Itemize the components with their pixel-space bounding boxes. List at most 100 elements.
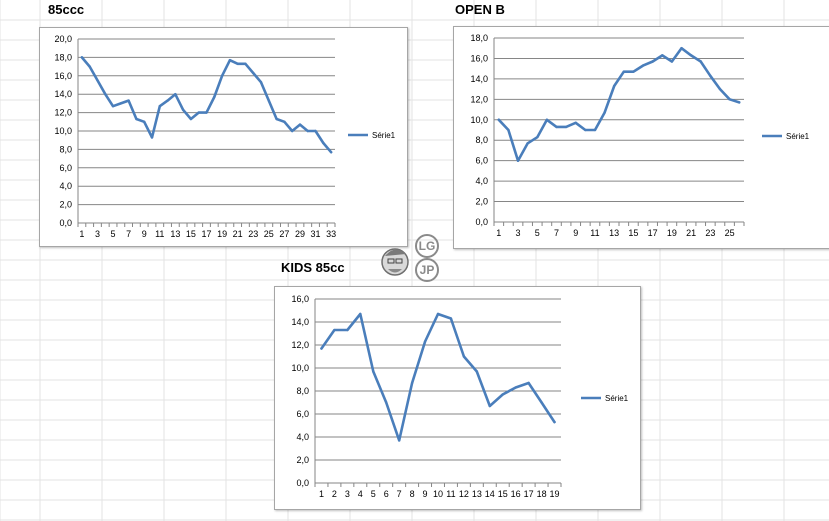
- data-point: [410, 381, 414, 385]
- data-point: [228, 58, 232, 62]
- data-point: [88, 65, 91, 68]
- data-point: [205, 111, 208, 114]
- logo-text-bottom: JP: [420, 263, 435, 277]
- data-point: [574, 121, 577, 125]
- x-tick-label: 3: [95, 229, 100, 239]
- x-tick-label: 7: [126, 229, 131, 239]
- x-tick-label: 23: [248, 229, 258, 239]
- data-point: [728, 98, 731, 101]
- chart-open-b-plot: 0,02,04,06,08,010,012,014,016,018,01 3 5 7 9…: [470, 33, 810, 238]
- data-point: [181, 108, 185, 112]
- lgjp-logo: LG JP: [381, 234, 439, 282]
- y-tick-label: 0,0: [59, 218, 72, 228]
- x-tick-label: 12: [459, 489, 469, 499]
- chart-open-b[interactable]: 0,0 2,0 4,0 6,0 8,0 10,0 12,0 14,0 16,0 18,0 1 3 5 7 9…: [453, 26, 829, 249]
- x-tick-label: 3: [345, 489, 350, 499]
- data-point: [622, 70, 626, 73]
- y-tick-label: 8,0: [475, 135, 488, 145]
- x-tick-label: 7: [397, 489, 402, 499]
- data-point: [670, 60, 674, 63]
- chart-85ccc[interactable]: 0,0 2,0 4,0 6,0 8,0 10,0 12,0 14,0 16,0 18,0 20,0 1…: [39, 27, 408, 247]
- x-tick-label: 25: [264, 229, 274, 239]
- x-tick-label: 19: [217, 229, 227, 239]
- data-point: [507, 128, 510, 132]
- logo-text-top: LG: [419, 239, 436, 253]
- data-point: [333, 328, 336, 332]
- data-point: [127, 99, 130, 102]
- series-line-kids-85cc: [320, 312, 556, 442]
- data-point: [555, 125, 558, 129]
- y-tick-label: 6,0: [296, 409, 309, 419]
- data-point: [306, 129, 309, 133]
- x-tick-label: 13: [609, 228, 619, 238]
- x-tick-label: 19: [550, 489, 560, 499]
- data-point: [584, 128, 587, 132]
- data-point: [651, 60, 654, 63]
- legend-label: Série1: [605, 394, 629, 403]
- data-point: [252, 71, 255, 75]
- data-point: [632, 70, 635, 73]
- x-tick-label: 5: [371, 489, 376, 499]
- data-point: [220, 74, 224, 77]
- y-tick-label: 12,0: [470, 94, 488, 104]
- series-line-85ccc: [80, 56, 333, 154]
- data-point: [449, 317, 453, 320]
- y-tick-label: 14,0: [291, 317, 309, 327]
- data-point: [689, 54, 693, 57]
- data-point: [397, 439, 401, 442]
- x-tick-label: 13: [170, 229, 180, 239]
- x-tick-label: 21: [686, 228, 696, 238]
- data-point: [514, 386, 517, 389]
- data-point: [236, 62, 239, 66]
- x-tick-label: 17: [648, 228, 658, 238]
- x-tick-label: 1: [496, 228, 501, 238]
- chart-85ccc-plot: 0,0 2,0 4,0 6,0 8,0 10,0 12,0 14,0 16,0 18,0 20,0 1…: [54, 34, 396, 239]
- x-tick-label: 17: [524, 489, 534, 499]
- data-point: [603, 111, 606, 114]
- y-tick-label: 4,0: [59, 181, 72, 191]
- legend-label: Série1: [786, 132, 810, 141]
- x-tick-label: 10: [433, 489, 443, 499]
- y-tick-label: 2,0: [296, 455, 309, 465]
- y-tick-label: 18,0: [470, 33, 488, 43]
- chart-title-85ccc: 85ccc: [48, 2, 85, 17]
- chart-kids-85cc[interactable]: 0,0 2,0 4,0 6,0 8,0 10,0 12,0 14,0 16,0 1 2 3 4 5 6 7 8 9…: [274, 286, 641, 510]
- data-point: [189, 117, 193, 121]
- series-line-open-b: [497, 46, 741, 162]
- data-point: [259, 81, 263, 84]
- data-point: [593, 128, 597, 132]
- y-tick-label: 14,0: [54, 89, 72, 99]
- data-point: [385, 401, 388, 404]
- data-point: [96, 79, 99, 82]
- data-point: [661, 54, 664, 57]
- data-point: [111, 104, 115, 108]
- data-point: [372, 370, 375, 373]
- x-tick-label: 14: [485, 489, 495, 499]
- data-point: [516, 159, 520, 162]
- data-point: [553, 420, 556, 424]
- y-tick-label: 14,0: [470, 74, 488, 84]
- legend-label: Série1: [372, 131, 396, 140]
- y-tick-label: 10,0: [291, 363, 309, 373]
- x-tick-label: 5: [111, 229, 116, 239]
- data-point: [213, 95, 216, 99]
- x-tick-label: 13: [472, 489, 482, 499]
- data-point: [174, 93, 177, 96]
- data-point: [475, 370, 479, 373]
- x-tick-label: 11: [590, 228, 599, 238]
- y-tick-label: 6,0: [59, 163, 72, 173]
- data-point: [536, 135, 539, 139]
- x-tick-label: 11: [446, 489, 455, 499]
- data-point: [641, 64, 645, 67]
- data-point: [166, 99, 169, 102]
- data-point: [709, 74, 712, 78]
- data-point: [423, 340, 427, 343]
- x-tick-label: 15: [628, 228, 638, 238]
- data-point: [526, 142, 529, 145]
- x-tick-label: 15: [186, 229, 196, 239]
- y-tick-label: 0,0: [296, 478, 309, 488]
- y-tick-label: 2,0: [59, 200, 72, 210]
- data-point: [267, 99, 271, 102]
- x-tick-label: 31: [311, 229, 321, 239]
- data-point: [346, 328, 349, 332]
